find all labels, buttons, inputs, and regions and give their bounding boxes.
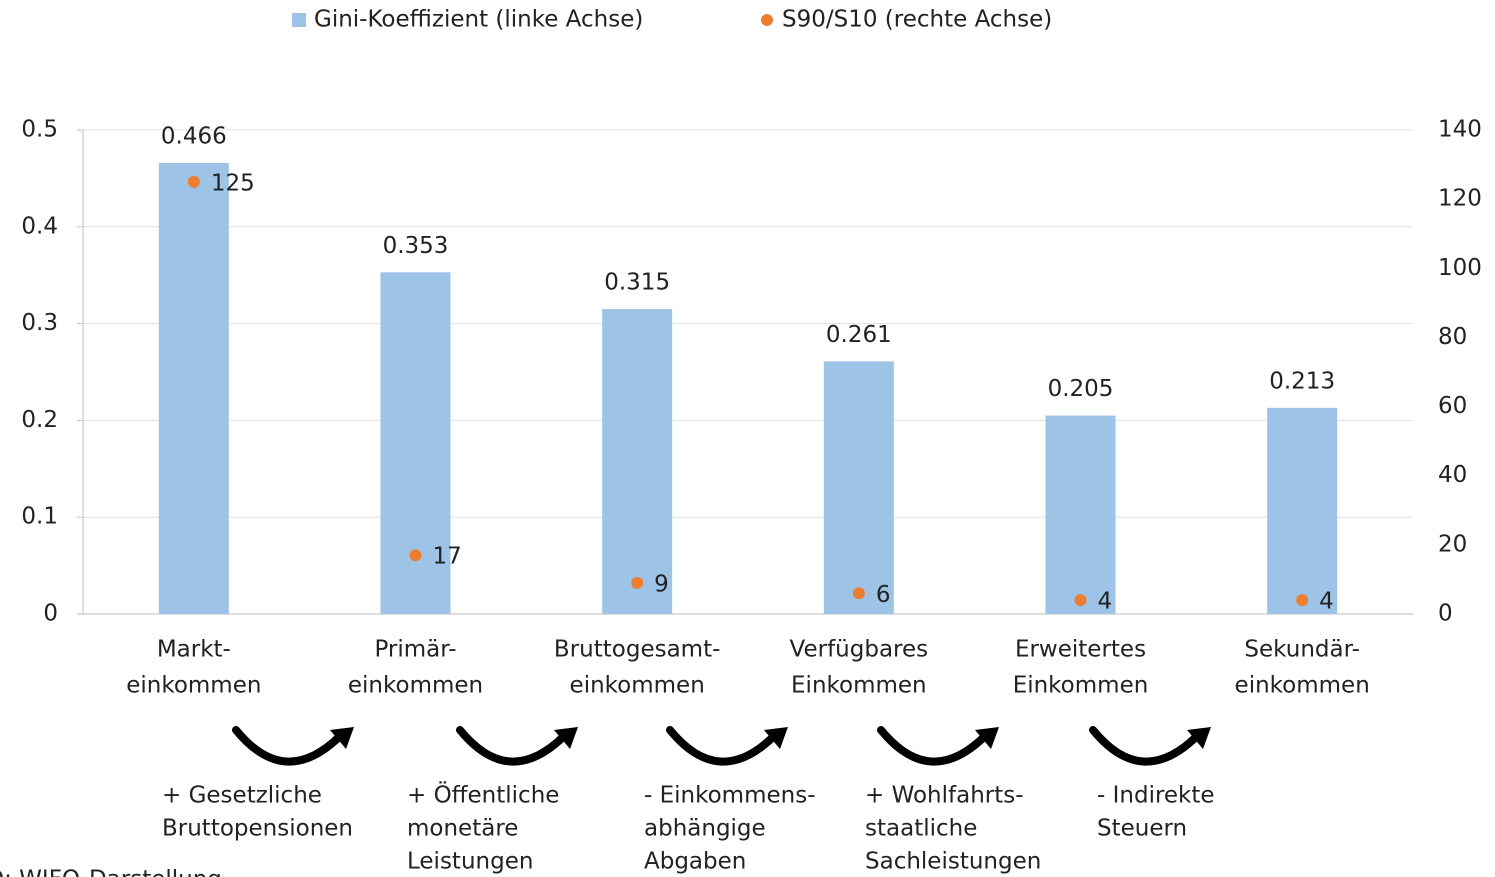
bar	[1045, 415, 1116, 614]
y2-tick-label: 20	[1438, 531, 1467, 557]
y-tick-label: 0.5	[21, 117, 58, 143]
annotation: Steuern	[1097, 816, 1187, 842]
flow-arrows	[232, 726, 1201, 766]
dot	[631, 576, 644, 589]
annotation: + Gesetzliche	[162, 783, 322, 809]
bar	[823, 361, 894, 614]
arrow-head	[975, 727, 999, 749]
x-tick-label: Sekundär-	[1244, 637, 1360, 663]
data-label: 17	[433, 544, 462, 570]
arrow-head	[330, 727, 354, 749]
y-tick-label: 0.1	[21, 504, 58, 530]
x-tick-label: Primär-	[374, 637, 456, 663]
annotation: + Öffentliche	[407, 781, 559, 809]
dot	[409, 549, 422, 562]
arrow	[666, 726, 778, 766]
x-tick-label: einkommen	[348, 673, 483, 699]
y2-tick-label: 120	[1438, 186, 1482, 212]
y2-tick-label: 60	[1438, 393, 1467, 419]
annotation: + Wohlfahrts-	[865, 783, 1024, 809]
data-label: 125	[211, 170, 255, 196]
bar	[158, 162, 229, 615]
y2-tick-label: 40	[1438, 462, 1467, 488]
data-label: 9	[654, 571, 669, 597]
data-label: 0.353	[383, 233, 449, 259]
arrow	[456, 726, 568, 766]
data-label: 6	[876, 582, 891, 608]
legend-label: Gini-Koeffizient (linke Achse)	[314, 7, 643, 33]
arrow	[877, 726, 989, 766]
y-tick-label: 0	[43, 601, 58, 627]
data-label: 0.315	[604, 270, 670, 296]
x-tick-label: Erweitertes	[1015, 637, 1146, 663]
annotation: - Indirekte	[1097, 783, 1215, 809]
dot	[1296, 594, 1309, 607]
y2-tick-label: 0	[1438, 601, 1453, 627]
annotation: Leistungen	[407, 849, 533, 875]
y-tick-label: 0.2	[21, 407, 58, 433]
annotation: Abgaben	[644, 849, 746, 875]
annotation: abhängige	[644, 816, 766, 842]
data-label: 0.466	[161, 123, 227, 149]
x-tick-label: Einkommen	[1013, 673, 1149, 699]
y2-tick-label: 140	[1438, 117, 1482, 143]
x-tick-label: einkommen	[126, 673, 261, 699]
x-tick-label: Einkommen	[791, 673, 927, 699]
y-tick-label: 0.4	[21, 213, 58, 239]
arrow-head	[1187, 727, 1211, 749]
annotation: staatliche	[865, 816, 977, 842]
arrow-head	[554, 727, 578, 749]
legend-label: S90/S10 (rechte Achse)	[782, 7, 1052, 33]
dot	[187, 175, 200, 188]
data-label: 4	[1098, 589, 1113, 615]
dot	[852, 587, 865, 600]
arrow-heads	[330, 727, 1211, 749]
arrow	[232, 726, 344, 766]
data-label: 0.205	[1048, 376, 1114, 402]
annotation: Sachleistungen	[865, 849, 1041, 875]
x-tick-label: einkommen	[1235, 673, 1370, 699]
arrow	[1089, 726, 1201, 766]
legend-swatch	[761, 14, 773, 26]
x-tick-label: Verfügbares	[790, 637, 929, 663]
x-tick-label: Markt-	[157, 637, 231, 663]
bar	[1267, 407, 1338, 614]
annotation: monetäre	[407, 816, 518, 842]
legend-swatch	[292, 13, 306, 27]
bar	[602, 309, 673, 614]
source: Q: WIFO-Darstellung	[0, 867, 222, 877]
y2-tick-label: 80	[1438, 324, 1467, 350]
y-tick-label: 0.3	[21, 310, 58, 336]
data-label: 0.261	[826, 322, 892, 348]
x-tick-label: einkommen	[570, 673, 705, 699]
arrow-head	[764, 727, 788, 749]
data-label: 4	[1319, 589, 1334, 615]
dot	[1074, 594, 1087, 607]
y2-tick-label: 100	[1438, 255, 1482, 281]
x-tick-label: Bruttogesamt-	[554, 637, 720, 663]
data-label: 0.213	[1269, 368, 1335, 394]
annotation: - Einkommens-	[644, 783, 816, 809]
annotation: Bruttopensionen	[162, 816, 353, 842]
